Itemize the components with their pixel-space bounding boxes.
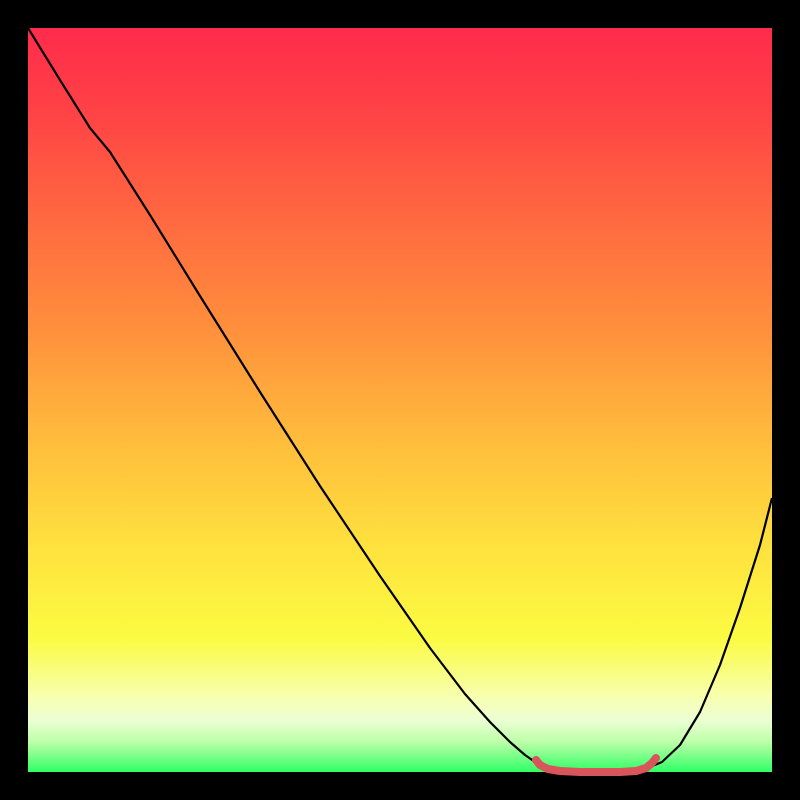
chart-container: TheBottlenecker.com bbox=[0, 0, 800, 800]
chart-gradient-bg bbox=[28, 28, 772, 772]
bottleneck-chart bbox=[0, 0, 800, 800]
